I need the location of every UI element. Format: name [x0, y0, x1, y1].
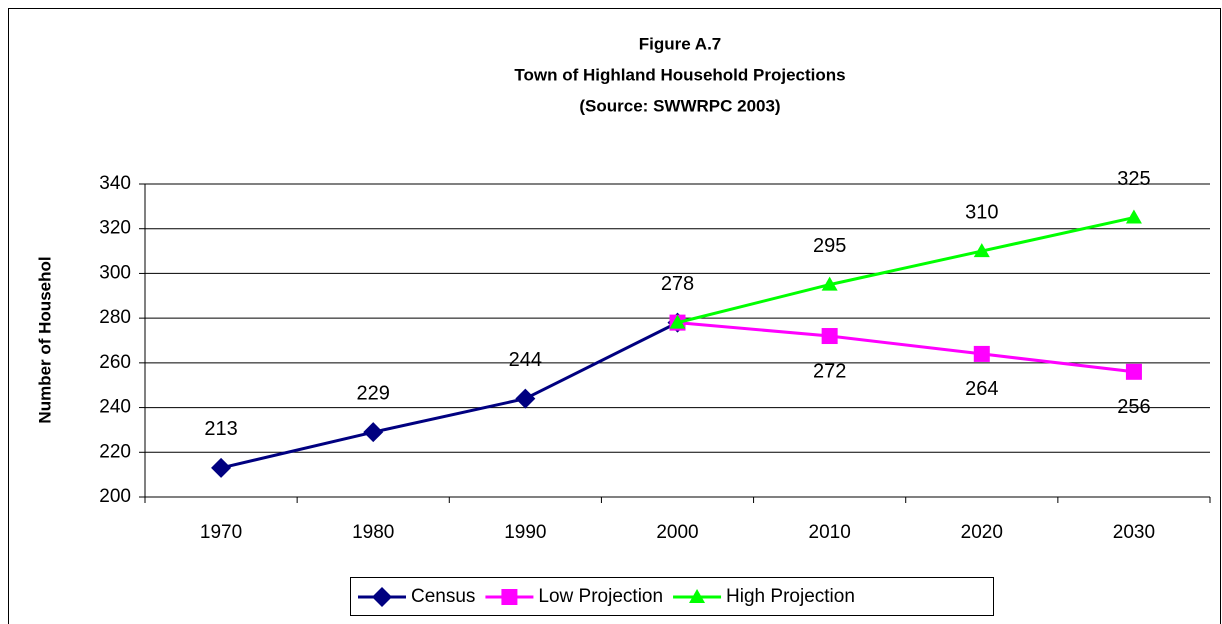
data-label: 278 — [661, 273, 694, 295]
marker — [363, 422, 384, 443]
marker — [669, 314, 686, 329]
y-tick-label: 320 — [99, 218, 131, 239]
x-tick-label: 2010 — [809, 522, 851, 543]
marker — [211, 457, 232, 478]
chart-title: (Source: SWWRPC 2003) — [579, 96, 780, 115]
data-label: 310 — [965, 201, 998, 223]
data-label: 325 — [1117, 168, 1150, 190]
marker — [501, 589, 518, 605]
y-tick-label: 340 — [99, 173, 131, 194]
x-tick-label: 1970 — [200, 522, 242, 543]
x-tick-label: 1990 — [504, 522, 546, 543]
data-label: 213 — [204, 418, 237, 440]
marker — [689, 589, 706, 603]
x-tick-label: 2030 — [1113, 522, 1155, 543]
marker — [821, 276, 838, 291]
x-tick-label: 1980 — [352, 522, 394, 543]
marker — [821, 328, 838, 345]
chart-title: Figure A.7 — [639, 34, 722, 53]
y-tick-label: 300 — [99, 262, 131, 283]
x-tick-label: 2020 — [961, 522, 1003, 543]
series-line — [677, 321, 1135, 374]
marker — [973, 243, 990, 258]
data-label: 264 — [965, 378, 998, 400]
marker — [973, 345, 990, 362]
y-tick-label: 280 — [99, 307, 131, 328]
legend-label: Low Projection — [538, 586, 663, 607]
y-tick-label: 260 — [99, 352, 131, 373]
data-label: 295 — [813, 235, 846, 257]
legend — [350, 577, 994, 616]
chart-border — [8, 8, 1221, 624]
x-tick-label: 2000 — [656, 522, 698, 543]
data-label: 244 — [509, 349, 542, 371]
marker — [1125, 209, 1142, 224]
marker — [372, 587, 392, 607]
legend-label: High Projection — [726, 586, 855, 607]
series-line — [677, 216, 1135, 325]
legend-label: Census — [411, 586, 475, 607]
y-tick-label: 240 — [99, 397, 131, 418]
marker — [515, 388, 536, 409]
y-axis-label: Number of Househol — [35, 256, 54, 423]
data-label: 272 — [813, 360, 846, 382]
marker — [1125, 363, 1142, 380]
y-tick-label: 220 — [99, 441, 131, 462]
data-label: 229 — [357, 382, 390, 404]
chart-title: Town of Highland Household Projections — [514, 65, 845, 84]
data-label: 256 — [1117, 396, 1150, 418]
y-tick-label: 200 — [99, 486, 131, 507]
series-line — [220, 321, 679, 470]
